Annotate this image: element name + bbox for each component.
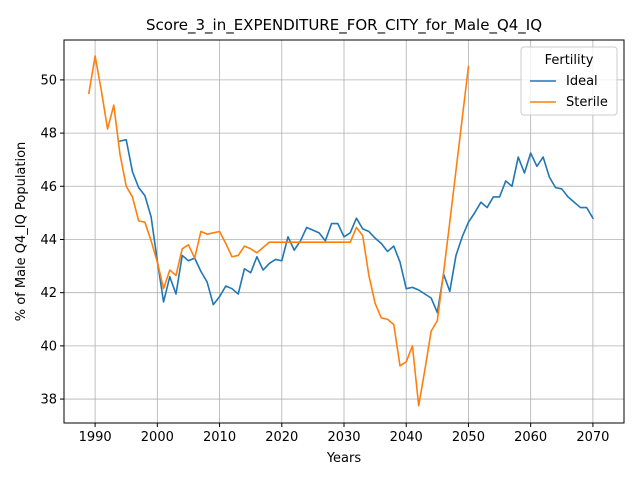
y-tick-label: 38 [40, 393, 57, 408]
legend: Fertility Ideal Sterile [520, 46, 618, 116]
x-axis-label: Years [326, 451, 362, 466]
x-tick-label: 2030 [327, 430, 360, 445]
legend-box [520, 46, 618, 116]
y-axis-label: % of Male Q4_IQ Population [14, 142, 29, 322]
x-axis: 1990 2000 2010 2020 2030 2040 2050 2060 2070 [79, 423, 609, 445]
y-tick-label: 46 [40, 180, 57, 195]
x-tick-label: 2010 [203, 430, 236, 445]
legend-items: Ideal Sterile [530, 74, 608, 110]
x-tick-label: 2020 [265, 430, 298, 445]
legend-label-ideal: Ideal [566, 74, 598, 89]
x-tick-label: 2070 [576, 430, 609, 445]
x-tick-label: 2000 [141, 430, 174, 445]
x-tick-label: 2050 [452, 430, 485, 445]
chart-title: Score_3_in_EXPENDITURE_FOR_CITY_for_Male… [146, 16, 542, 35]
x-tick-label: 1990 [79, 430, 112, 445]
series-line-ideal [119, 138, 594, 314]
x-tick-label: 2040 [390, 430, 423, 445]
y-tick-label: 44 [40, 233, 57, 248]
y-tick-label: 42 [40, 286, 57, 301]
legend-label-sterile: Sterile [566, 95, 608, 110]
series-layer [87, 55, 594, 407]
series-line-sterile [87, 55, 470, 407]
x-tick-label: 2060 [514, 430, 547, 445]
y-tick-label: 40 [40, 339, 57, 354]
y-tick-label: 50 [40, 73, 57, 88]
y-axis: 38 40 42 44 46 48 50 [40, 73, 64, 408]
legend-title: Fertility [545, 53, 594, 68]
y-tick-label: 48 [40, 127, 57, 142]
